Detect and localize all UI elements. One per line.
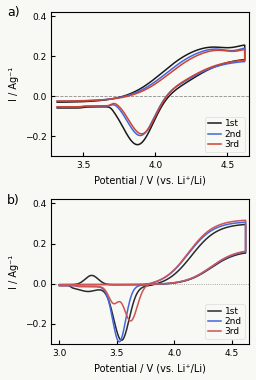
2nd: [174, 266, 177, 271]
2nd: [107, 103, 110, 108]
1st: [191, 76, 195, 81]
1st: [244, 222, 247, 227]
Y-axis label: I / Ag⁻¹: I / Ag⁻¹: [9, 255, 19, 289]
Line: 3rd: 3rd: [59, 220, 246, 321]
1st: [222, 258, 225, 262]
2nd: [56, 99, 59, 103]
1st: [136, 142, 139, 147]
1st: [140, 286, 143, 291]
1st: [56, 100, 59, 104]
3rd: [140, 131, 143, 136]
1st: [56, 106, 59, 110]
1st: [79, 100, 82, 104]
2nd: [222, 257, 225, 261]
Line: 2nd: 2nd: [57, 48, 245, 136]
3rd: [133, 313, 136, 318]
2nd: [79, 99, 82, 103]
1st: [58, 282, 61, 287]
3rd: [107, 103, 110, 108]
3rd: [191, 73, 195, 78]
2nd: [118, 340, 121, 344]
3rd: [56, 99, 59, 103]
2nd: [96, 282, 99, 287]
3rd: [203, 68, 206, 72]
Line: 1st: 1st: [57, 45, 245, 145]
X-axis label: Potential / V (vs. Li⁺/Li): Potential / V (vs. Li⁺/Li): [94, 363, 206, 373]
1st: [120, 338, 123, 343]
2nd: [56, 105, 59, 109]
3rd: [243, 47, 246, 52]
2nd: [133, 287, 136, 291]
3rd: [129, 319, 132, 323]
1st: [133, 297, 136, 302]
1st: [203, 70, 206, 74]
Legend: 1st, 2nd, 3rd: 1st, 2nd, 3rd: [205, 304, 244, 339]
3rd: [56, 105, 59, 109]
3rd: [58, 283, 61, 288]
3rd: [146, 128, 149, 132]
3rd: [140, 292, 143, 297]
3rd: [58, 282, 61, 287]
1st: [213, 65, 216, 69]
3rd: [222, 256, 225, 261]
3rd: [96, 282, 99, 287]
3rd: [244, 218, 247, 223]
2nd: [58, 283, 61, 288]
1st: [243, 43, 246, 48]
2nd: [244, 220, 247, 225]
1st: [96, 276, 99, 281]
3rd: [213, 64, 216, 68]
3rd: [79, 98, 82, 103]
Line: 3rd: 3rd: [57, 49, 245, 134]
2nd: [191, 74, 195, 79]
1st: [58, 283, 61, 288]
2nd: [146, 128, 149, 132]
2nd: [213, 65, 216, 70]
2nd: [139, 133, 142, 138]
Line: 1st: 1st: [59, 225, 246, 340]
1st: [209, 266, 212, 271]
3rd: [209, 265, 212, 270]
2nd: [140, 283, 143, 287]
Legend: 1st, 2nd, 3rd: 1st, 2nd, 3rd: [205, 117, 244, 152]
2nd: [209, 266, 212, 270]
1st: [146, 132, 149, 137]
2nd: [243, 46, 246, 51]
1st: [174, 271, 177, 276]
X-axis label: Potential / V (vs. Li⁺/Li): Potential / V (vs. Li⁺/Li): [94, 176, 206, 186]
Text: a): a): [7, 6, 20, 19]
Line: 2nd: 2nd: [59, 222, 246, 342]
2nd: [58, 282, 61, 287]
1st: [107, 105, 110, 109]
3rd: [174, 266, 177, 270]
Y-axis label: I / Ag⁻¹: I / Ag⁻¹: [9, 67, 19, 101]
Text: b): b): [7, 194, 20, 207]
2nd: [203, 69, 206, 73]
